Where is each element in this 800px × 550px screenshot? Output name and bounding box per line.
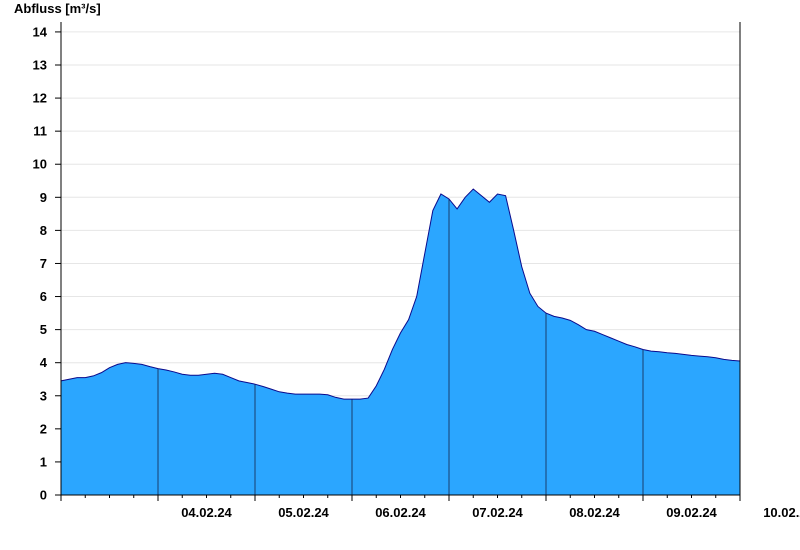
y-tick-label: 8 [40, 223, 47, 238]
y-tick-label: 4 [40, 355, 48, 370]
y-tick-label: 14 [33, 24, 48, 39]
discharge-area [61, 189, 740, 496]
y-tick-label: 9 [40, 190, 47, 205]
y-tick-label: 12 [33, 91, 47, 106]
x-day-label: 07.02.24 [472, 505, 523, 520]
x-day-label: 06.02.24 [375, 505, 426, 520]
x-day-label: 08.02.24 [569, 505, 620, 520]
y-tick-label: 5 [40, 322, 47, 337]
x-day-label: 05.02.24 [278, 505, 329, 520]
y-tick-label: 11 [33, 124, 47, 139]
y-tick-label: 2 [40, 421, 47, 436]
y-tick-label: 0 [40, 488, 47, 503]
y-tick-label: 6 [40, 289, 47, 304]
y-tick-label: 10 [33, 157, 47, 172]
y-tick-label: 7 [40, 256, 47, 271]
x-day-label: 09.02.24 [666, 505, 717, 520]
y-axis-label: Abfluss [m³/s] [14, 1, 101, 16]
y-tick-label: 1 [40, 454, 47, 469]
y-tick-label: 3 [40, 388, 47, 403]
x-day-label: 10.02.24 [763, 505, 800, 520]
x-day-label: 04.02.24 [181, 505, 232, 520]
y-tick-label: 13 [33, 58, 47, 73]
discharge-line [60, 188, 741, 400]
